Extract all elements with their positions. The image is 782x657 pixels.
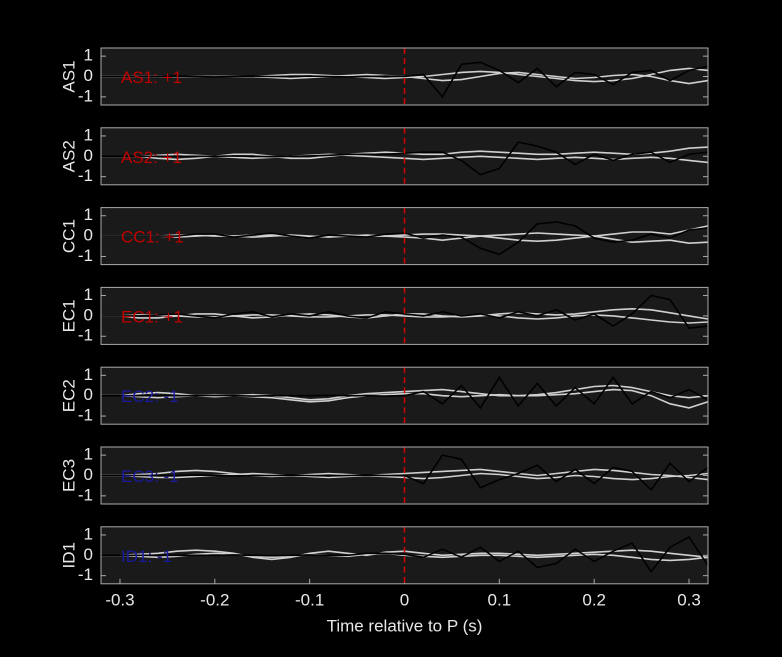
- axes-frame: [100, 286, 709, 345]
- y-tick-label: 1: [84, 365, 93, 384]
- x-tick-label: -0.3: [105, 590, 134, 609]
- y-tick-label: 0: [84, 226, 93, 245]
- y-tick-label: -1: [78, 485, 93, 504]
- x-tick-label: -0.1: [295, 590, 324, 609]
- y-tick-label: -1: [78, 565, 93, 584]
- y-axis-label: ID1: [59, 542, 78, 568]
- y-axis-label: AS1: [59, 60, 78, 92]
- y-tick-label: 0: [84, 385, 93, 404]
- y-axis-label: AS2: [59, 140, 78, 172]
- x-tick-label: 0.3: [677, 590, 701, 609]
- axes-frame: [100, 446, 709, 505]
- y-tick-label: -1: [78, 326, 93, 345]
- station-annotation: AS1: +1: [121, 68, 182, 87]
- y-tick-label: 1: [84, 524, 93, 543]
- y-tick-label: 1: [84, 285, 93, 304]
- y-tick-label: 0: [84, 146, 93, 165]
- waveform: [101, 375, 709, 410]
- axes-frame: [100, 366, 709, 425]
- y-tick-label: 0: [84, 305, 93, 324]
- station-annotation: AS2: +1: [121, 148, 182, 167]
- axes-frame: [100, 526, 709, 585]
- x-tick-label: -0.2: [200, 590, 229, 609]
- waveform: [101, 61, 709, 99]
- station-annotation: EC3: -1: [121, 467, 179, 486]
- y-tick-label: -1: [78, 86, 93, 105]
- y-axis-label: CC1: [59, 219, 78, 253]
- x-axis-label: Time relative to P (s): [327, 616, 483, 635]
- y-tick-label: -1: [78, 246, 93, 265]
- x-tick-label: 0.2: [582, 590, 606, 609]
- y-axis-label: EC2: [59, 379, 78, 412]
- y-tick-label: 0: [84, 465, 93, 484]
- axes-frame: [100, 127, 709, 186]
- axes-frame: [100, 47, 709, 106]
- waveform: [101, 468, 709, 481]
- station-annotation: CC1: +1: [121, 228, 184, 247]
- y-tick-label: 1: [84, 205, 93, 224]
- x-tick-label: 0: [400, 590, 409, 609]
- y-axis-label: EC3: [59, 459, 78, 492]
- station-annotation: EC1: +1: [121, 307, 183, 326]
- y-tick-label: 1: [84, 46, 93, 65]
- y-tick-label: -1: [78, 166, 93, 185]
- station-annotation: EC2: -1: [121, 387, 179, 406]
- waveform: [101, 234, 709, 245]
- waveform: [101, 535, 709, 573]
- axes-frame: [100, 207, 709, 266]
- y-tick-label: 0: [84, 66, 93, 85]
- waveform: [101, 454, 709, 492]
- station-annotation: ID1: -1: [121, 547, 172, 566]
- x-tick-label: 0.1: [488, 590, 512, 609]
- y-tick-label: -1: [78, 406, 93, 425]
- waveform: [101, 294, 709, 329]
- y-tick-label: 1: [84, 125, 93, 144]
- y-tick-label: 1: [84, 445, 93, 464]
- y-axis-label: EC1: [59, 299, 78, 332]
- y-tick-label: 0: [84, 545, 93, 564]
